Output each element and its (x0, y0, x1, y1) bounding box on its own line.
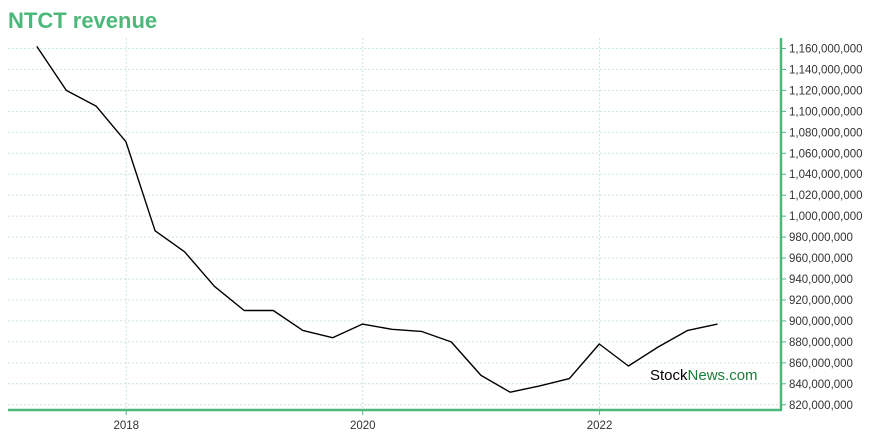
y-tick-label: 1,000,000,000 (789, 211, 863, 223)
chart-title: NTCT revenue (8, 8, 158, 33)
revenue-series-line (36, 46, 718, 393)
y-tick-label: 920,000,000 (789, 295, 853, 307)
watermark-news: News.com (688, 367, 758, 384)
y-tick-label: 1,020,000,000 (789, 190, 863, 202)
y-tick-label: 1,120,000,000 (789, 85, 863, 97)
y-tick-label: 820,000,000 (789, 400, 853, 412)
y-tick-label: 1,060,000,000 (789, 148, 863, 160)
y-tick-label: 1,040,000,000 (789, 169, 863, 181)
y-tick-label: 940,000,000 (789, 274, 853, 286)
tick-labels: 820,000,000 840,000,000 860,000,000 880,000… (113, 43, 862, 432)
axes (8, 38, 786, 415)
y-tick-label: 980,000,000 (789, 232, 853, 244)
watermark-stock: Stock (650, 367, 688, 384)
y-tick-label: 1,100,000,000 (789, 106, 863, 118)
y-tick-label: 1,080,000,000 (789, 127, 863, 139)
y-tick-label: 960,000,000 (789, 253, 853, 265)
y-tick-label: 1,140,000,000 (789, 64, 863, 76)
y-tick-label: 860,000,000 (789, 358, 853, 370)
y-tick-label: 880,000,000 (789, 337, 853, 349)
grid-lines (8, 38, 781, 410)
x-tick-label: 2018 (113, 420, 139, 432)
y-tick-label: 840,000,000 (789, 379, 853, 391)
series-layer (36, 46, 718, 393)
x-tick-label: 2022 (587, 420, 613, 432)
watermark-logo: StockNews.com (650, 367, 758, 384)
y-tick-label: 1,160,000,000 (789, 43, 863, 55)
x-tick-label: 2020 (350, 420, 376, 432)
y-tick-label: 900,000,000 (789, 316, 853, 328)
